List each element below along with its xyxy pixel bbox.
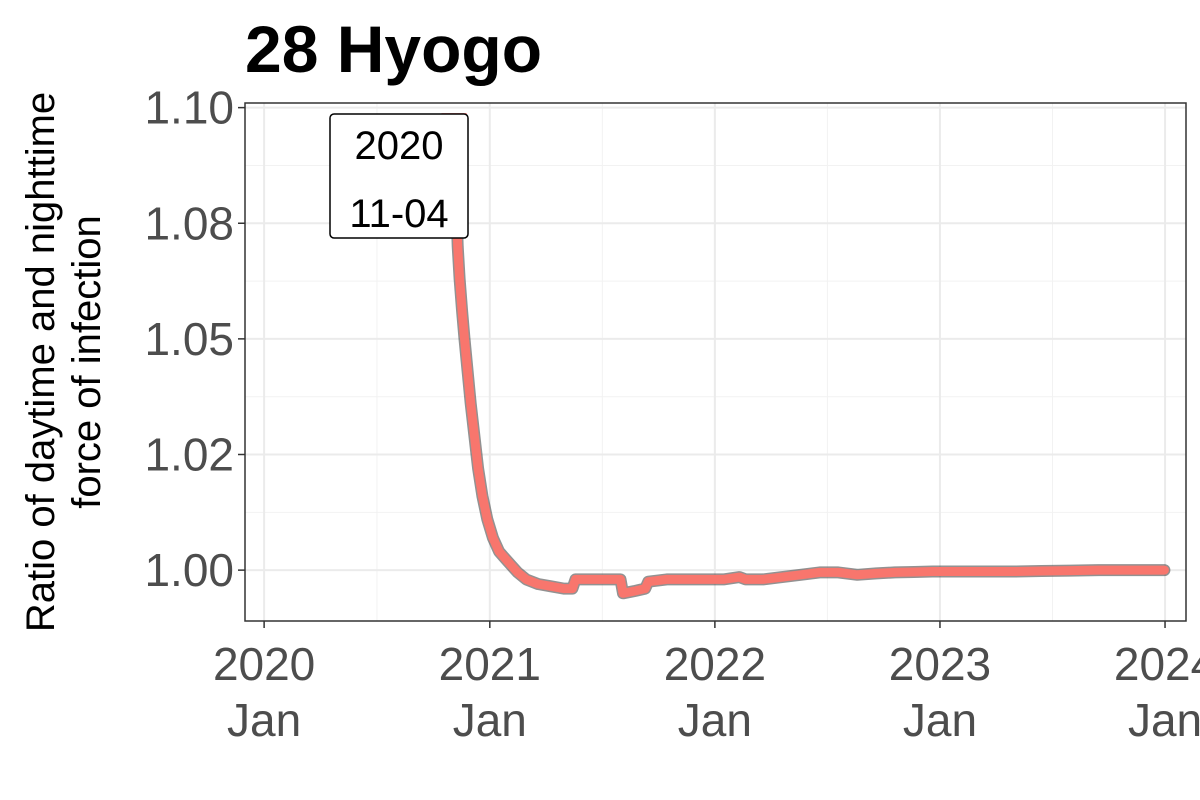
series-line (449, 119, 1169, 598)
x-tick-label-year: 2022 (664, 638, 766, 690)
x-tick-label-year: 2021 (439, 638, 541, 690)
y-tick-label: 1.10 (144, 82, 234, 134)
x-tick-label-year: 2020 (213, 638, 315, 690)
y-tick-label: 1.02 (144, 429, 234, 481)
plot-border (244, 102, 1187, 622)
y-tick-label: 1.08 (144, 197, 234, 249)
annotation: 2020 11-04 (329, 113, 469, 239)
annotation-year: 2020 (355, 124, 444, 168)
x-axis: 2020Jan2021Jan2022Jan2023Jan2024Jan (213, 621, 1200, 746)
y-axis: 1.00 1.02 1.05 1.08 1.10 (144, 82, 245, 596)
x-tick-label-month: Jan (1128, 694, 1200, 746)
y-axis-label-line-2: force of infection (65, 215, 109, 509)
annotation-box (329, 113, 469, 239)
y-tick-label: 1.00 (144, 544, 234, 596)
grid (245, 103, 1186, 621)
x-tick-label-year: 2024 (1114, 638, 1200, 690)
annotation-date: 11-04 (349, 192, 448, 236)
x-tick-label-month: Jan (678, 694, 752, 746)
y-axis-label-line-1: Ratio of daytime and nighttime (19, 92, 63, 632)
y-tick-label: 1.05 (144, 313, 234, 365)
x-tick-label-month: Jan (453, 694, 527, 746)
x-tick-label-year: 2023 (889, 638, 991, 690)
chart-title: 28 Hyogo (245, 12, 542, 86)
x-tick-label-month: Jan (903, 694, 977, 746)
x-tick-label-month: Jan (227, 694, 301, 746)
y-axis-label: Ratio of daytime and nighttime force of … (19, 92, 109, 632)
